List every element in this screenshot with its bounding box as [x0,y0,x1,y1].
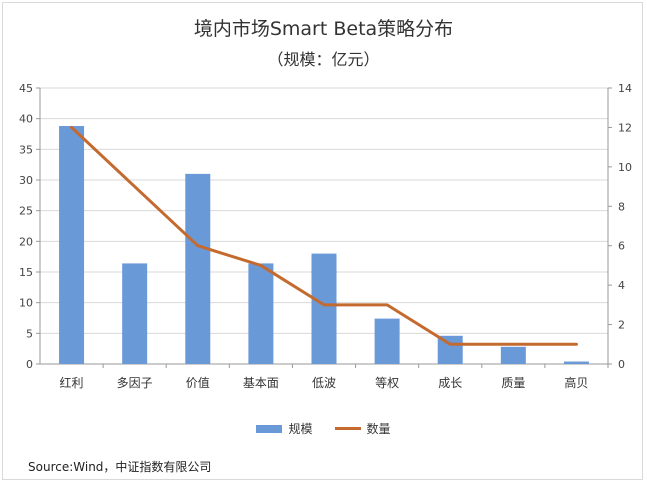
bar [122,263,148,364]
y-left-tick-label: 45 [19,82,33,95]
bar [374,318,400,364]
bar [311,253,337,364]
y-left-tick-label: 25 [19,205,33,218]
y-right-tick-label: 10 [618,161,632,174]
y-left-tick-label: 5 [26,327,33,340]
legend-swatch-line [334,427,361,430]
x-tick-label: 等权 [375,376,399,390]
legend-item-bar: 规模 [256,420,313,437]
x-tick-label: 价值 [186,375,210,390]
x-tick-label: 高贝 [564,375,588,390]
y-left-tick-label: 30 [19,174,33,187]
y-right-tick-label: 0 [618,358,625,371]
y-right-tick-label: 8 [618,200,625,213]
y-left-tick-label: 40 [19,113,33,126]
legend-item-line: 数量 [334,420,391,437]
bar [59,126,85,364]
bar [248,263,274,364]
y-left-tick-label: 15 [19,266,33,279]
legend-label-bar: 规模 [288,422,313,436]
legend: 规模 数量 [0,420,647,437]
x-tick-label: 红利 [60,375,84,390]
y-right-tick-label: 6 [618,240,625,253]
y-right-tick-label: 14 [618,82,632,95]
y-right-tick-label: 4 [618,279,625,292]
x-tick-label: 基本面 [243,376,279,390]
chart-frame [2,2,643,480]
legend-swatch-bar [256,424,283,433]
y-left-tick-label: 0 [26,358,33,371]
source-note: Source:Wind，中证指数有限公司 [28,460,212,474]
y-left-tick-label: 35 [19,143,33,156]
x-tick-label: 质量 [501,376,525,390]
bar [185,173,211,364]
bar [563,361,589,364]
bar [500,346,526,364]
chart-title: 境内市场Smart Beta策略分布 [193,18,454,40]
y-right-tick-label: 2 [618,319,625,332]
chart-subtitle: （规模：亿元） [267,50,380,69]
x-tick-label: 低波 [312,376,336,390]
x-tick-label: 多因子 [117,376,153,390]
y-left-tick-label: 10 [19,297,33,310]
y-right-tick-label: 12 [618,121,632,134]
x-tick-label: 成长 [438,376,462,390]
legend-label-line: 数量 [366,422,391,436]
y-left-tick-label: 20 [19,235,33,248]
line-series [70,125,578,346]
